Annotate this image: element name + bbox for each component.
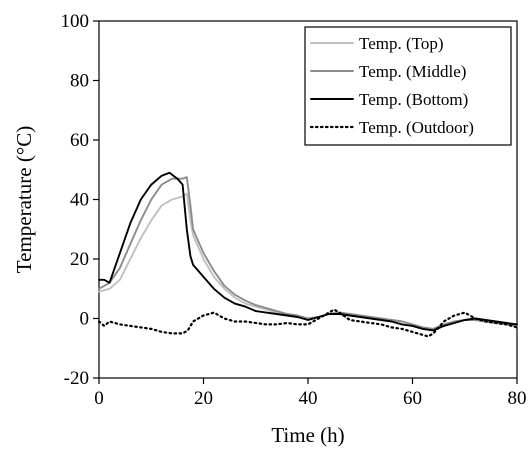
legend-label-temp-bottom: Temp. (Bottom) [359,90,468,109]
legend-label-temp-top: Temp. (Top) [359,34,444,53]
y-tick-label: 60 [70,130,89,151]
series-line-temp-bottom [98,171,518,332]
legend: Temp. (Top) Temp. (Middle) Temp. (Bottom) T… [304,26,512,146]
legend-label-temp-middle: Temp. (Middle) [359,62,466,81]
legend-label-temp-outdoor: Temp. (Outdoor) [359,118,474,137]
x-tick-label: 60 [403,388,422,409]
x-tick-label: 20 [194,388,213,409]
series-line-temp-middle [98,176,518,330]
x-axis-title: Time (h) [271,423,344,447]
series-lines [97,171,519,338]
x-tick-label: 80 [508,388,527,409]
legend-box [304,26,512,146]
y-tick-label: 100 [61,11,90,32]
y-tick-label: 20 [70,249,89,270]
y-tick-label: 0 [80,309,90,330]
y-axis: -20 0 20 40 60 80 100 [61,11,99,389]
y-axis-title: Temperature (°C) [12,126,36,273]
x-axis: 0 20 40 60 80 [94,378,527,409]
y-tick-label: 80 [70,71,89,92]
x-tick-label: 40 [299,388,318,409]
y-tick-label: 40 [70,190,89,211]
series-line-temp-top [98,192,518,330]
series-line-temp-outdoor [97,308,519,338]
x-tick-label: 0 [94,388,104,409]
y-tick-label: -20 [64,368,89,389]
